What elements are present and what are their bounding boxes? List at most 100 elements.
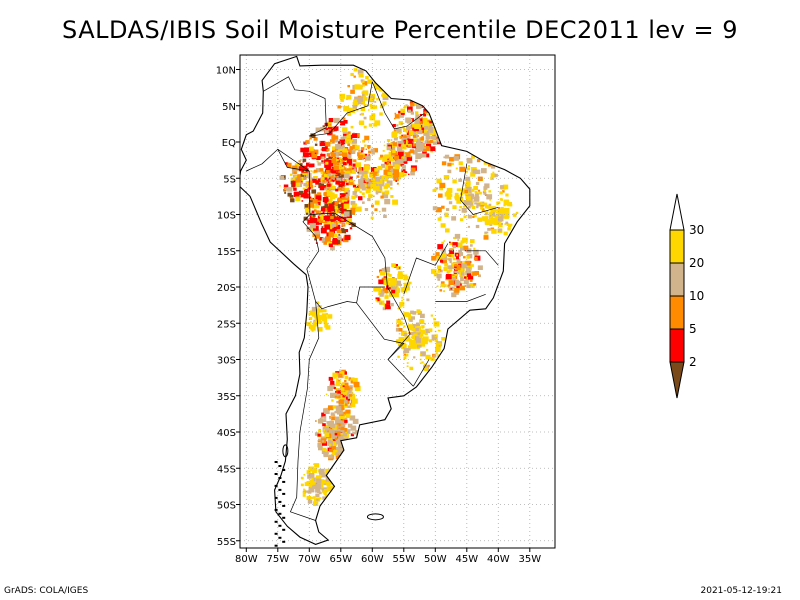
shading-cell xyxy=(448,265,453,269)
fjord-island xyxy=(274,484,278,487)
shading-cell xyxy=(381,207,387,212)
shading-cell xyxy=(333,194,338,199)
shading-cell xyxy=(341,383,345,387)
shading-cell xyxy=(317,326,323,332)
shading-cell xyxy=(436,207,442,213)
shading-cell xyxy=(302,170,308,176)
shading-cell xyxy=(460,218,464,222)
shading-cell xyxy=(358,179,364,184)
shading-cell xyxy=(430,357,435,361)
shading-cell xyxy=(325,313,328,316)
shading-cell xyxy=(334,431,341,437)
shading-cell xyxy=(315,420,317,422)
shading-cell xyxy=(351,398,358,404)
shading-cell xyxy=(373,195,375,197)
shading-cell xyxy=(389,148,393,151)
shading-cell xyxy=(314,185,317,187)
shading-cell xyxy=(502,190,505,193)
shading-cell xyxy=(346,158,353,164)
shading-cell xyxy=(337,409,343,415)
shading-cell xyxy=(414,124,420,129)
shading-cell xyxy=(332,438,335,441)
shading-cell xyxy=(421,361,424,364)
shading-cell xyxy=(405,117,411,123)
shading-cell xyxy=(496,203,499,205)
shading-cell xyxy=(456,188,460,192)
shading-cell xyxy=(448,201,453,205)
shading-cell xyxy=(348,390,352,394)
continent-coastline xyxy=(240,55,531,545)
shading-cell xyxy=(439,135,444,140)
shading-cell xyxy=(421,127,425,130)
shading-cell xyxy=(454,280,461,286)
shading-cell xyxy=(335,209,339,213)
shading-cell xyxy=(436,178,442,184)
shading-cell xyxy=(430,314,433,317)
shading-cell xyxy=(410,111,414,115)
shading-cell xyxy=(382,193,389,199)
shading-cell xyxy=(393,136,398,141)
map-frame xyxy=(239,54,556,549)
shading-cell xyxy=(341,238,345,242)
shading-cell xyxy=(335,419,339,423)
shading-cell xyxy=(335,406,342,412)
shading-cell xyxy=(318,446,323,451)
shading-cell xyxy=(312,199,318,204)
shading-cell xyxy=(336,401,339,404)
shading-cell xyxy=(346,439,350,443)
shading-cell xyxy=(333,126,339,131)
shading-cell xyxy=(300,194,305,198)
shading-cell xyxy=(413,98,416,101)
shading-cell xyxy=(470,264,474,267)
shading-cell xyxy=(323,220,330,226)
shading-cell xyxy=(346,134,351,139)
shading-cell xyxy=(471,200,474,203)
shading-cell xyxy=(396,182,399,185)
shading-cell xyxy=(473,214,477,218)
shading-cell xyxy=(330,182,333,185)
shading-cell xyxy=(364,179,368,182)
shading-cell xyxy=(349,210,356,215)
shading-cell xyxy=(412,327,417,332)
shading-cell xyxy=(444,154,450,159)
shading-cell xyxy=(489,199,491,201)
shading-cell xyxy=(413,356,416,359)
legend-label: 5 xyxy=(689,322,697,336)
shading-cell xyxy=(345,413,351,418)
shading-cell xyxy=(348,165,352,168)
shading-cell xyxy=(362,90,369,96)
lat-tick-label: 40S xyxy=(217,428,236,439)
shading-cell xyxy=(329,123,332,126)
shading-cell xyxy=(339,432,343,436)
shading-cell xyxy=(331,162,337,167)
shading-cell xyxy=(414,119,421,125)
shading-cell xyxy=(335,393,339,397)
shading-cell xyxy=(315,487,321,493)
soil-moisture-shading xyxy=(279,68,519,506)
shading-cell xyxy=(427,126,434,133)
shading-cell xyxy=(311,210,315,213)
shading-cell xyxy=(405,286,410,291)
shading-cell xyxy=(343,105,350,112)
shading-cell xyxy=(337,187,342,191)
shading-cell xyxy=(478,191,482,195)
shading-cell xyxy=(318,430,322,433)
shading-cell xyxy=(325,393,328,395)
shading-cell xyxy=(467,273,471,277)
shading-cell xyxy=(337,204,343,208)
shading-cell xyxy=(490,207,496,213)
shading-cell xyxy=(359,113,362,116)
shading-cell xyxy=(408,325,414,331)
shading-cell xyxy=(447,284,451,288)
shading-cell xyxy=(303,488,305,491)
shading-cell xyxy=(350,442,353,444)
shading-cell xyxy=(464,249,467,252)
shading-cell xyxy=(316,490,320,494)
shading-cell xyxy=(432,133,436,137)
shading-cell xyxy=(351,169,357,174)
shading-cell xyxy=(345,431,347,434)
shading-cell xyxy=(386,272,390,276)
shading-cell xyxy=(428,103,434,109)
longitude-tick-labels: 80W 75W 70W 65W 60W 55W 50W 45W 40W 35W xyxy=(235,554,541,565)
shading-cell xyxy=(320,156,323,158)
